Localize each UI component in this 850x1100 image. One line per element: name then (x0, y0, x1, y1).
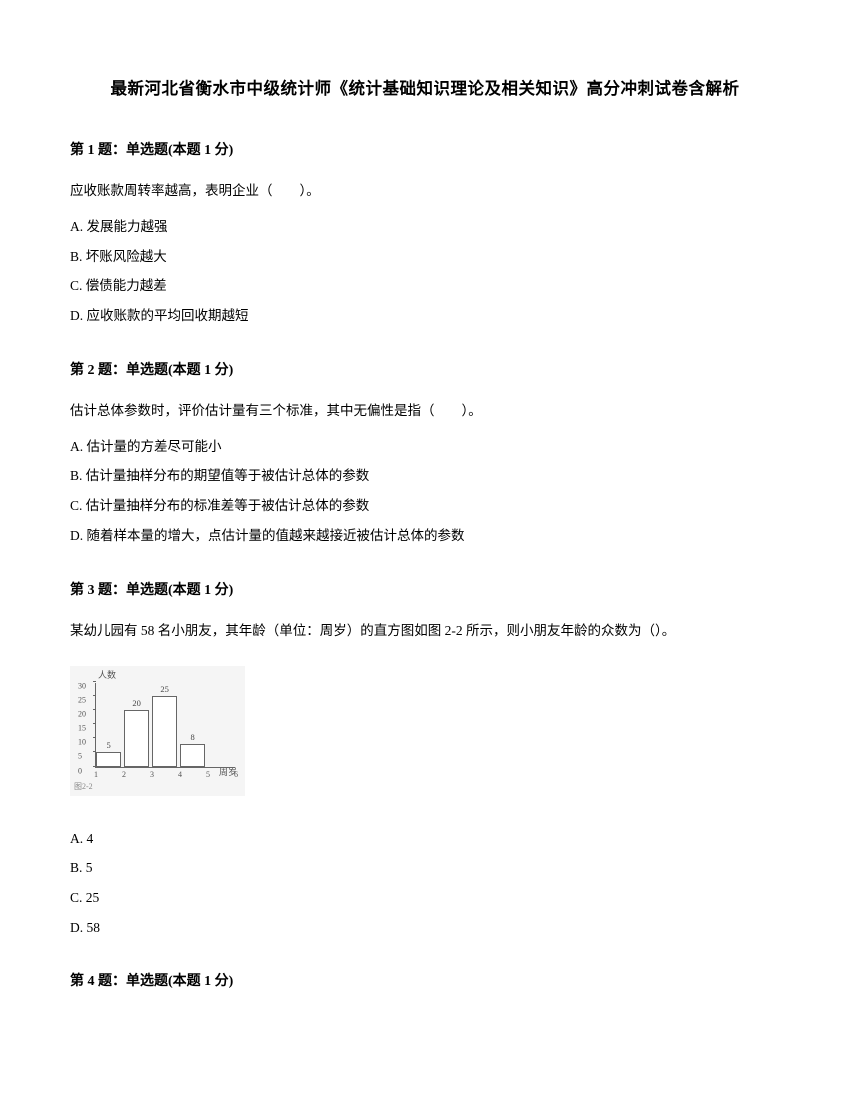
chart-x-tick: 2 (122, 770, 126, 779)
chart-x-tick: 3 (150, 770, 154, 779)
chart-bar (180, 744, 205, 767)
question-3-option-a: A. 4 (70, 824, 780, 854)
question-2-option-c: C. 估计量抽样分布的标准差等于被估计总体的参数 (70, 491, 780, 521)
chart-axes: 051015202530123456520258 (95, 683, 235, 768)
chart-y-tick: 25 (78, 695, 86, 704)
chart-y-tick: 30 (78, 681, 86, 690)
chart-y-tick: 5 (78, 752, 82, 761)
chart-bar-label: 20 (132, 698, 141, 708)
question-2-options: A. 估计量的方差尽可能小 B. 估计量抽样分布的期望值等于被估计总体的参数 C… (70, 432, 780, 551)
histogram-chart: 人数 周岁 051015202530123456520258 图2-2 (70, 666, 245, 796)
chart-x-tick: 4 (178, 770, 182, 779)
chart-footer: 图2-2 (74, 781, 93, 792)
question-4-header: 第 4 题：单选题(本题 1 分) (70, 970, 780, 990)
chart-x-tick: 1 (94, 770, 98, 779)
chart-bar (124, 710, 149, 767)
question-1-option-d: D. 应收账款的平均回收期越短 (70, 301, 780, 331)
chart-y-tick: 10 (78, 738, 86, 747)
question-3-text: 某幼儿园有 58 名小朋友，其年龄（单位：周岁）的直方图如图 2-2 所示，则小… (70, 617, 780, 644)
question-1-header: 第 1 题：单选题(本题 1 分) (70, 139, 780, 159)
chart-y-tick: 0 (78, 766, 82, 775)
question-3-option-d: D. 58 (70, 913, 780, 943)
chart-y-axis-label: 人数 (98, 668, 116, 681)
question-2-text: 估计总体参数时，评价估计量有三个标准，其中无偏性是指（ ）。 (70, 397, 780, 424)
question-1-option-a: A. 发展能力越强 (70, 212, 780, 242)
chart-y-tick: 15 (78, 724, 86, 733)
question-1-text: 应收账款周转率越高，表明企业（ ）。 (70, 177, 780, 204)
chart-bar-label: 8 (190, 732, 194, 742)
question-1-option-c: C. 偿债能力越差 (70, 271, 780, 301)
chart-y-tick: 20 (78, 709, 86, 718)
question-3-header: 第 3 题：单选题(本题 1 分) (70, 579, 780, 599)
chart-x-tick: 6 (234, 770, 238, 779)
question-2-header: 第 2 题：单选题(本题 1 分) (70, 359, 780, 379)
question-1-option-b: B. 坏账风险越大 (70, 242, 780, 272)
chart-bar (152, 696, 177, 767)
question-3-option-b: B. 5 (70, 853, 780, 883)
question-2-option-b: B. 估计量抽样分布的期望值等于被估计总体的参数 (70, 461, 780, 491)
chart-bar-label: 25 (160, 684, 169, 694)
question-1-options: A. 发展能力越强 B. 坏账风险越大 C. 偿债能力越差 D. 应收账款的平均… (70, 212, 780, 331)
question-2-option-d: D. 随着样本量的增大，点估计量的值越来越接近被估计总体的参数 (70, 521, 780, 551)
chart-x-tick: 5 (206, 770, 210, 779)
question-3-options: A. 4 B. 5 C. 25 D. 58 (70, 824, 780, 943)
chart-bar (96, 752, 121, 766)
question-2-option-a: A. 估计量的方差尽可能小 (70, 432, 780, 462)
document-title: 最新河北省衡水市中级统计师《统计基础知识理论及相关知识》高分冲刺试卷含解析 (70, 75, 780, 99)
question-3-option-c: C. 25 (70, 883, 780, 913)
chart-bar-label: 5 (106, 740, 110, 750)
